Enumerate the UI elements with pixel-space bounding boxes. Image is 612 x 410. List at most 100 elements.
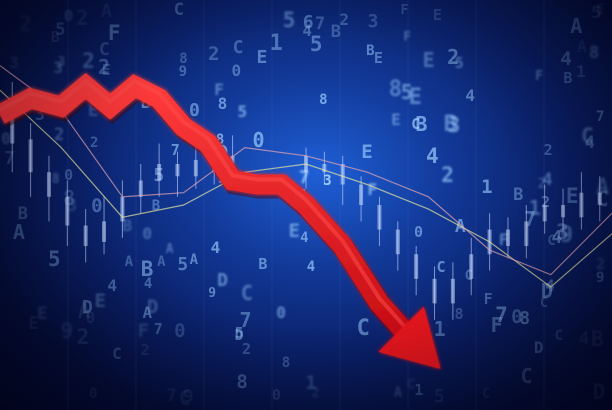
candle [175,151,180,197]
data-glyph: 9 [596,270,605,287]
data-glyph: 8 [319,91,328,108]
data-glyph: 2 [241,340,252,359]
data-glyph: 9 [60,319,74,344]
arrow-head [378,306,441,369]
data-glyph: 0 [252,128,265,153]
data-glyph: 4 [302,21,312,41]
data-glyph: C [173,0,184,20]
candle-body [65,196,70,226]
data-glyph: F [400,3,409,19]
data-glyph: 5 [55,19,66,40]
data-glyph: F [107,20,121,45]
candle-body [120,196,125,222]
data-glyph: 5 [590,3,602,24]
data-glyph: 0 [64,166,74,184]
data-glyph: C [406,376,415,393]
data-glyph: D [533,337,544,357]
data-glyph: 0 [91,195,103,218]
data-glyph: 3 [367,11,379,33]
data-glyph: C [464,267,473,284]
data-glyph: E [87,99,99,121]
data-glyph: 1 [269,30,283,56]
data-glyph: 0 [142,224,152,244]
data-glyph: C [98,38,110,60]
data-glyph: 5 [309,32,323,57]
data-glyph: 2 [19,12,32,37]
data-glyph: 2 [537,176,547,193]
candle [10,82,15,173]
data-glyph: F [367,180,378,200]
data-glyph: 4 [578,329,590,350]
data-glyph: 3 [323,172,332,189]
data-glyph: 7 [596,5,604,21]
data-glyph: C [520,364,533,389]
candle-body [83,225,88,246]
data-glyph: 8 [179,50,188,67]
data-glyph: 0 [85,308,96,328]
candle-body [175,164,180,177]
data-glyph: 3 [53,58,63,78]
data-glyph: A [100,0,113,23]
data-glyph: 1 [481,175,493,198]
candle [322,151,327,185]
data-glyph: 0 [231,60,242,80]
data-glyph: 8 [217,94,228,114]
candle-body [561,205,566,218]
data-glyph: A [570,13,583,38]
price-lines [0,65,612,288]
data-glyph: 2 [76,325,90,350]
candle-body [322,164,327,173]
data-glyph: 2 [76,6,89,31]
data-glyph: B [258,255,268,274]
data-glyph: 4 [551,227,563,249]
candle-body [138,180,143,197]
candle-body [340,164,345,185]
data-glyph: F [490,313,503,337]
data-glyph: E [432,5,442,24]
data-glyph: 9 [208,285,217,301]
data-glyph: 3 [57,54,66,70]
data-glyph: F [498,230,509,250]
data-glyph: 5 [177,253,189,275]
data-glyph: A [165,242,174,258]
data-glyph: 8 [454,304,464,323]
data-glyph: A [157,253,166,270]
data-glyph: A [577,36,587,56]
data-glyph: F [137,319,150,342]
data-glyph: C [178,386,191,410]
candle-body [157,164,162,181]
data-glyph: E [256,47,268,69]
data-glyph: 5 [47,247,61,272]
candle [414,246,419,296]
data-glyph: 1 [575,61,586,81]
candle [28,123,33,197]
data-glyph: C [554,328,564,345]
data-glyph: B [443,112,457,138]
data-glyph: 5 [282,8,296,33]
data-glyph: B [151,198,161,214]
data-glyph: 9 [178,63,188,80]
data-glyph: 4 [465,85,475,105]
data-glyph: B [17,203,28,224]
data-glyph: 1 [528,195,541,220]
candle-body [102,221,107,242]
data-glyph: 4 [560,48,572,71]
candle-body [193,159,198,177]
data-glyph: B [591,327,604,352]
candle [561,188,566,230]
data-glyph: D [146,296,159,319]
data-glyph: 2 [541,192,551,211]
data-glyph: B [140,257,154,282]
data-glyph: 0 [276,302,286,322]
candle-body [505,229,510,246]
data-glyph: E [28,314,39,335]
data-glyph: 9 [182,386,194,407]
data-glyph: E [422,47,435,72]
data-glyph: 2 [140,340,150,359]
data-glyph: C [240,281,253,306]
data-glyph: F [483,290,493,309]
data-glyph: 4 [542,170,553,191]
data-glyph: 2 [311,386,320,401]
candle-body [469,254,474,279]
data-glyph: 2 [82,48,95,73]
